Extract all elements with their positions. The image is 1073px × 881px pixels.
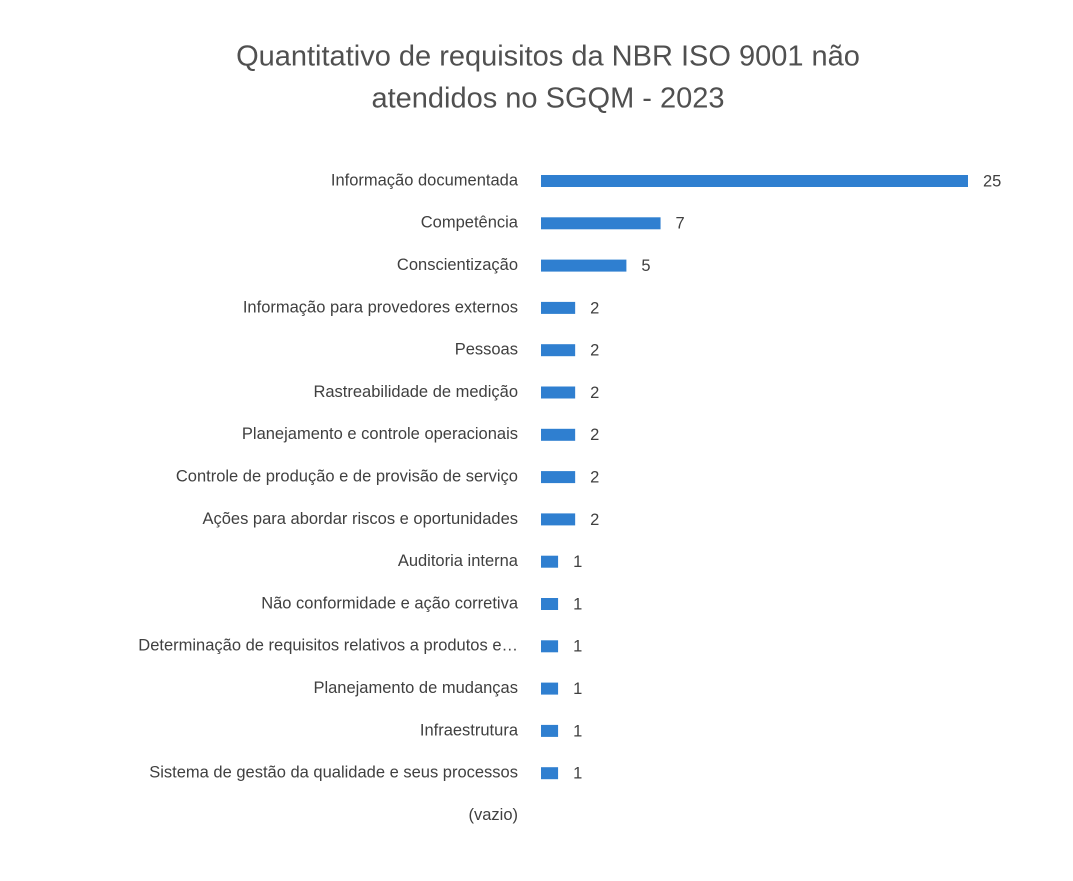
bar [541,471,576,484]
category-label: Sistema de gestão da qualidade e seus pr… [149,764,518,782]
category-label: Não conformidade e ação corretiva [261,594,519,612]
data-label: 2 [590,384,599,402]
category-label: Informação para provedores externos [243,298,518,316]
category-label: Conscientização [397,256,518,274]
category-label: Rastreabilidade de medição [313,383,518,401]
bar [541,640,559,653]
category-label: Determinação de requisitos relativos a p… [138,637,518,655]
bar [541,513,576,526]
data-label: 1 [573,638,582,656]
bar [541,598,559,610]
data-label: 1 [573,765,582,783]
data-label: 2 [590,426,599,444]
data-label: 7 [676,215,685,233]
bar [541,344,576,357]
data-label: 2 [590,299,599,317]
bar [541,217,661,230]
category-label: (vazio) [468,806,518,824]
data-label: 1 [573,595,582,613]
category-label: Informação documentada [331,171,519,189]
bar [541,555,559,568]
category-label: Pessoas [455,341,518,359]
category-label: Planejamento e controle operacionais [242,425,518,443]
bar [541,428,576,441]
category-label: Auditoria interna [398,552,519,570]
bar [541,259,627,272]
category-label: Controle de produção e de provisão de se… [176,467,518,485]
data-label: 1 [573,680,582,698]
data-label: 2 [590,342,599,360]
bar [541,724,559,737]
bar [541,301,576,314]
bar [541,767,559,780]
data-label: 1 [573,553,582,571]
chart-title: Quantitativo de requisitos da NBR ISO 90… [236,41,860,73]
chart-title: atendidos no SGQM - 2023 [371,83,724,115]
data-label: 2 [590,468,599,486]
bar [541,682,559,695]
data-label: 2 [590,511,599,529]
bar [541,175,968,187]
category-label: Ações para abordar riscos e oportunidade… [202,510,518,528]
category-label: Infraestrutura [420,721,519,739]
bar [541,386,576,399]
category-label: Competência [421,214,519,232]
data-label: 1 [573,722,582,740]
data-label: 25 [983,172,1001,190]
data-label: 5 [641,257,650,275]
category-label: Planejamento de mudanças [313,679,518,697]
